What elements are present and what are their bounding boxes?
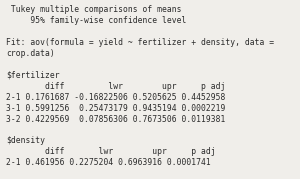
Text: $density: $density bbox=[6, 136, 45, 145]
Text: 2-1 0.1761687 -0.16822506 0.5205625 0.4452958: 2-1 0.1761687 -0.16822506 0.5205625 0.44… bbox=[6, 93, 225, 102]
Text: diff         lwr        upr     p adj: diff lwr upr p adj bbox=[6, 82, 225, 91]
Text: 95% family-wise confidence level: 95% family-wise confidence level bbox=[6, 16, 186, 25]
Text: Fit: aov(formula = yield ~ fertilizer + density, data =: Fit: aov(formula = yield ~ fertilizer + … bbox=[6, 38, 274, 47]
Text: 3-1 0.5991256  0.25473179 0.9435194 0.0002219: 3-1 0.5991256 0.25473179 0.9435194 0.000… bbox=[6, 104, 225, 113]
Text: $fertilizer: $fertilizer bbox=[6, 71, 60, 80]
Text: 2-1 0.461956 0.2275204 0.6963916 0.0001741: 2-1 0.461956 0.2275204 0.6963916 0.00017… bbox=[6, 158, 211, 167]
Text: Tukey multiple comparisons of means: Tukey multiple comparisons of means bbox=[6, 5, 182, 14]
Text: crop.data): crop.data) bbox=[6, 49, 55, 58]
Text: diff       lwr        upr     p adj: diff lwr upr p adj bbox=[6, 147, 216, 156]
Text: 3-2 0.4229569  0.07856306 0.7673506 0.0119381: 3-2 0.4229569 0.07856306 0.7673506 0.011… bbox=[6, 115, 225, 124]
